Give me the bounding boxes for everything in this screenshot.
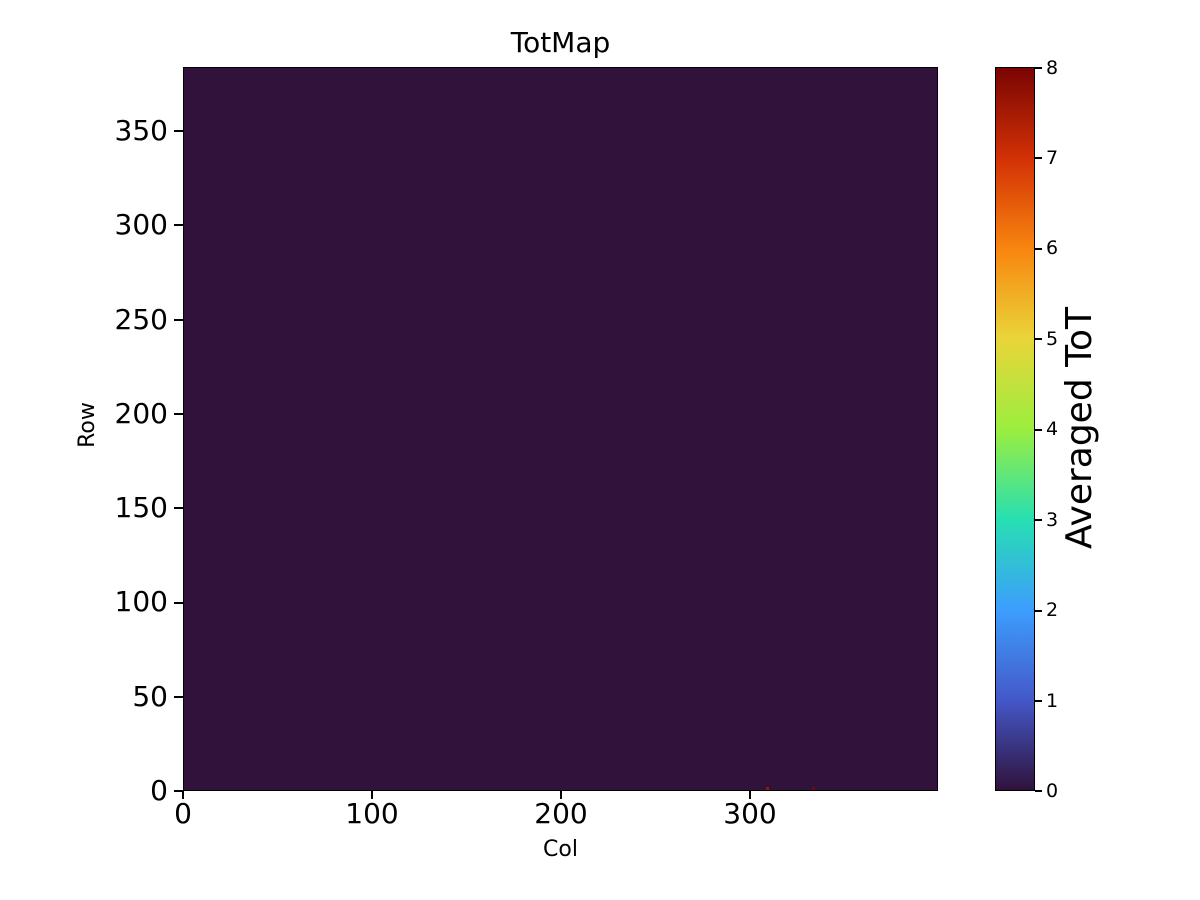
y-tick-label: 250	[114, 303, 168, 336]
x-tick-mark	[560, 791, 562, 799]
colorbar-tick-label: 0	[1046, 780, 1059, 802]
y-tick-label: 300	[114, 208, 168, 241]
y-tick-label: 150	[114, 491, 168, 524]
x-tick-mark	[182, 791, 184, 799]
colorbar-tick-mark	[1035, 429, 1042, 431]
colorbar-tick-mark	[1035, 67, 1042, 69]
colorbar-tick-mark	[1035, 700, 1042, 702]
chart-title: TotMap	[510, 26, 611, 59]
hot-pixel	[766, 787, 769, 790]
colorbar-label: Averaged ToT	[1059, 306, 1100, 550]
y-tick-mark	[174, 696, 183, 698]
x-tick-label: 300	[723, 797, 777, 830]
x-tick-mark	[749, 791, 751, 799]
y-tick-label: 0	[150, 774, 168, 807]
y-tick-mark	[174, 790, 183, 792]
y-tick-mark	[174, 130, 183, 132]
y-tick-mark	[174, 224, 183, 226]
colorbar-tick-mark	[1035, 790, 1042, 792]
colorbar-tick-label: 3	[1046, 509, 1059, 531]
hot-pixel	[812, 787, 815, 790]
colorbar-tick-label: 7	[1046, 147, 1059, 169]
x-tick-label: 0	[174, 797, 192, 830]
colorbar-tick-label: 6	[1046, 237, 1059, 259]
colorbar-tick-mark	[1035, 519, 1042, 521]
y-tick-label: 50	[132, 680, 168, 713]
colorbar-tick-mark	[1035, 338, 1042, 340]
colorbar-tick-label: 2	[1046, 599, 1059, 621]
colorbar-tick-mark	[1035, 610, 1042, 612]
colorbar	[995, 67, 1035, 791]
x-tick-label: 200	[534, 797, 588, 830]
x-axis-label: Col	[543, 837, 578, 862]
colorbar-tick-label: 4	[1046, 418, 1059, 440]
y-tick-label: 100	[114, 585, 168, 618]
colorbar-tick-mark	[1035, 157, 1042, 159]
x-tick-mark	[371, 791, 373, 799]
x-tick-label: 100	[345, 797, 399, 830]
colorbar-tick-mark	[1035, 248, 1042, 250]
y-tick-mark	[174, 602, 183, 604]
heatmap-plot-area	[183, 67, 938, 791]
y-axis-label: Row	[75, 402, 100, 448]
y-tick-mark	[174, 507, 183, 509]
colorbar-tick-label: 8	[1046, 57, 1059, 79]
colorbar-tick-label: 5	[1046, 328, 1059, 350]
y-tick-mark	[174, 413, 183, 415]
y-tick-mark	[174, 319, 183, 321]
y-tick-label: 350	[114, 114, 168, 147]
y-tick-label: 200	[114, 397, 168, 430]
colorbar-tick-label: 1	[1046, 690, 1059, 712]
